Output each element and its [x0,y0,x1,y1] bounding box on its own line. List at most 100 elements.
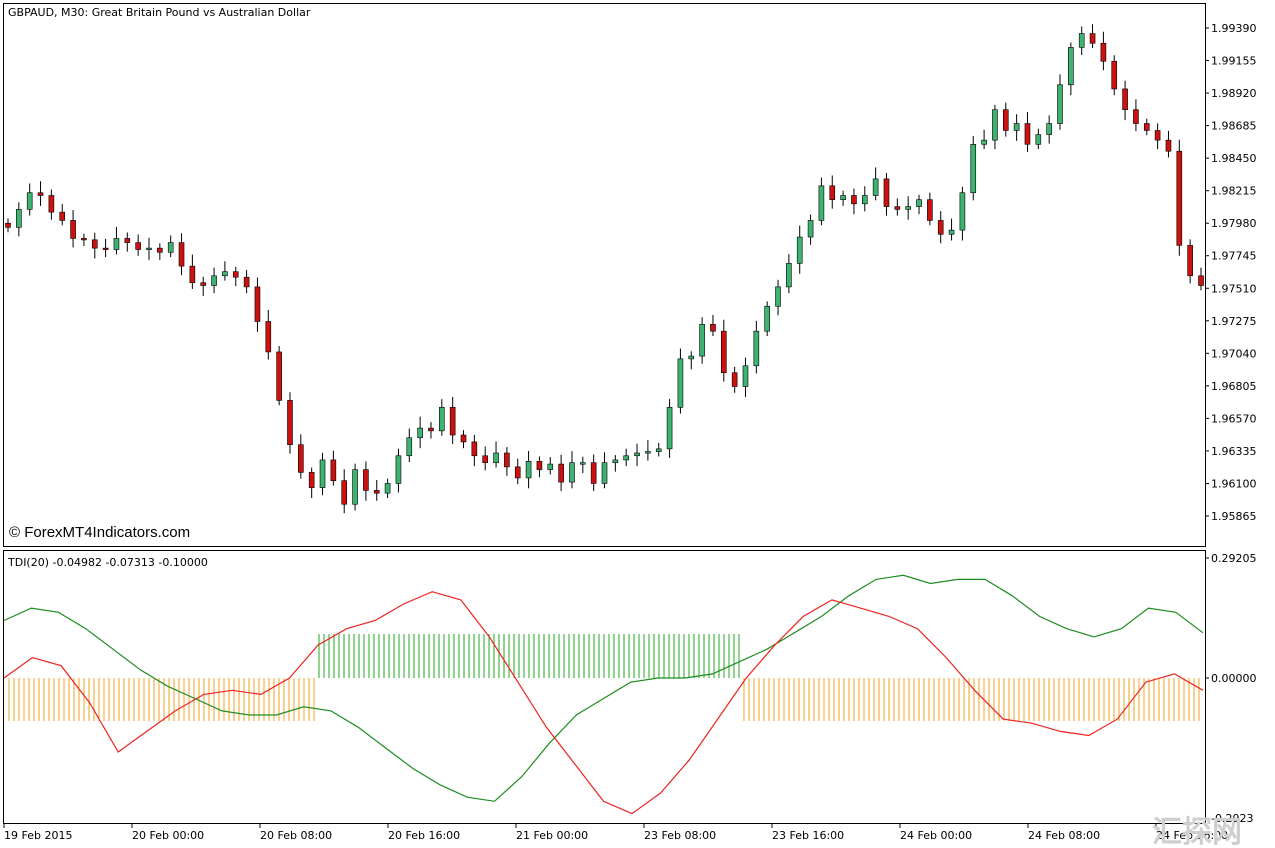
candle-body [70,220,76,239]
candle-body [471,441,478,457]
candle-body [157,247,163,253]
candle-body [645,451,651,454]
candle-body [330,459,337,481]
price-tick-label: 1.95865 [1211,510,1257,523]
candle-body [363,469,369,491]
corner-logo: 汇探网 [1152,815,1242,848]
candle-body [634,452,640,457]
candle-body [731,372,738,387]
candle-body [460,434,467,443]
candle-body [1013,123,1020,131]
price-tick-label: 1.96100 [1211,477,1257,490]
candle-body [764,305,770,332]
candle-body [937,220,944,235]
candle-body [948,229,955,235]
candle-body [189,265,196,284]
candle-body [254,286,261,322]
candle-body [601,462,608,484]
candle-body [1078,33,1085,48]
candle-body [1143,123,1150,131]
candle-body [677,358,684,408]
candle-body [395,455,402,484]
candle-body [308,472,315,488]
candle-body [1100,42,1107,62]
candle-body [493,452,499,464]
candle-body [146,247,152,250]
time-tick-label: 20 Feb 16:00 [388,829,460,842]
candle-body [298,444,304,473]
candle-body [623,455,629,461]
candle-body [1002,109,1009,131]
price-tick-label: 1.97275 [1211,315,1257,328]
tdi-lines [3,574,1204,815]
candle-body [775,286,781,307]
candle-body [1046,123,1052,135]
candle-body [536,461,543,470]
candle-body [319,459,326,488]
candle-body [211,275,217,286]
candle-body [59,211,66,221]
candle-body [1198,275,1204,286]
candle-body [883,178,890,207]
candle-body [753,330,760,367]
candle-body [91,239,98,249]
candle-body [113,238,120,250]
time-tick-label: 20 Feb 00:00 [132,829,204,842]
candle-body [504,452,510,468]
price-tick-label: 1.96570 [1211,412,1257,425]
candle-body [861,195,868,205]
indicator-title: TDI(20) -0.04982 -0.07313 -0.10000 [7,556,208,569]
candle-body [992,109,998,141]
price-tick-label: 1.97980 [1211,217,1257,230]
candle-body [200,282,207,286]
time-tick-label: 20 Feb 08:00 [260,829,332,842]
candle-body [81,238,87,241]
candle-body [482,455,489,464]
candle-body [818,185,825,221]
candle-body [287,400,293,446]
candle-body [514,466,521,479]
candle-body [1035,134,1042,145]
price-tick-label: 1.96335 [1211,445,1257,458]
candle-body [612,459,619,464]
candle-body [970,143,977,194]
candle-body [373,490,380,494]
candle-body [796,236,803,264]
candle-body [1122,88,1128,110]
candle-body [786,263,792,288]
candle-body [905,206,911,210]
price-axis: 1.99390 1.99155 1.98920 1.98685 1.98450 1.982… [1205,22,1257,523]
candle-body [742,365,749,387]
price-tick-label: 1.99390 [1211,22,1257,35]
candle-body [232,271,239,278]
candle-body [1165,139,1172,152]
candle-body [439,407,445,432]
time-tick-label: 24 Feb 08:00 [1028,829,1100,842]
candle-body [666,407,673,450]
candle-body [449,407,456,436]
candle-body [276,351,282,401]
candle-body [26,192,33,210]
candle-body [135,242,141,250]
tdi-red-line [3,591,1204,815]
candle-body [720,330,727,374]
candle-body [710,323,716,332]
candle-body [1089,33,1096,44]
candle-body [48,195,55,213]
candle-body [872,178,879,196]
candle-body [558,463,564,483]
candle-body [829,185,836,200]
candle-body [851,195,857,205]
candle-body [547,463,554,470]
time-axis: 19 Feb 2015 20 Feb 00:00 20 Feb 08:00 20 Fe… [3,824,1228,842]
candle-body [1057,84,1063,124]
candle-body [384,483,391,494]
indicator-tick-label: 0.00000 [1211,672,1257,685]
candle-body [1111,60,1118,90]
candlestick-series [5,24,1204,514]
candle-body [688,355,695,360]
candle-body [699,323,705,357]
indicator-axis: 0.29205 0.00000 -0.2923 [1205,552,1257,825]
time-tick-label: 23 Feb 08:00 [644,829,716,842]
candle-body [981,139,987,145]
